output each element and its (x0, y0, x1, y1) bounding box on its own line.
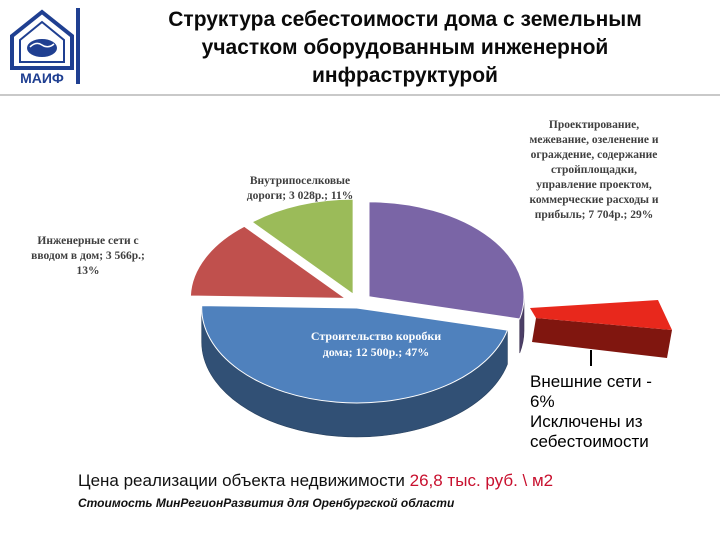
pie-chart: Проектирование, межевание, озеленение и ог… (31, 119, 672, 438)
pie-slice (251, 198, 354, 296)
excluded-slice (530, 300, 672, 330)
note-line: Исключены из (530, 412, 643, 431)
excluded-slice-side (532, 318, 672, 358)
price-prefix: Цена реализации объекта недвижимости (78, 471, 410, 490)
pie-slice (189, 225, 347, 299)
logo-house-icon: МАИФ (10, 9, 74, 86)
source-note: Стоимость МинРегионРазвития для Оренбург… (78, 496, 455, 510)
slice-data-label: Проектирование, межевание, озеленение и ог… (529, 119, 658, 221)
header-divider (0, 94, 720, 96)
note-line: 6% (530, 392, 555, 411)
external-networks-note: Внешние сети - 6% Исключены из себестоим… (530, 372, 710, 452)
logo-divider (76, 8, 80, 84)
slice-data-label: Инженерные сети с вводом в дом; 3 566р.; 1… (31, 235, 145, 277)
price-value: 26,8 тыс. руб. \ м2 (409, 471, 554, 490)
title-line: Структура себестоимости дома с земельным (168, 8, 642, 31)
pie-slice (201, 305, 509, 404)
logo-text: МАИФ (20, 70, 64, 86)
note-line: Внешние сети - (530, 372, 652, 391)
page-title: Структура себестоимости дома с земельным… (100, 6, 710, 90)
price-line: Цена реализации объекта недвижимости 26,… (78, 471, 718, 491)
logo: МАИФ (6, 6, 82, 86)
slice-data-label: Внутрипоселковые дороги; 3 028р.; 11% (247, 175, 353, 202)
title-line: инфраструктурой (312, 64, 498, 87)
title-line: участком оборудованным инженерной (201, 36, 609, 59)
note-line: себестоимости (530, 432, 649, 451)
slice-data-label: Строительство коробки дома; 12 500р.; 47% (311, 329, 441, 359)
pie-slice (368, 201, 525, 320)
